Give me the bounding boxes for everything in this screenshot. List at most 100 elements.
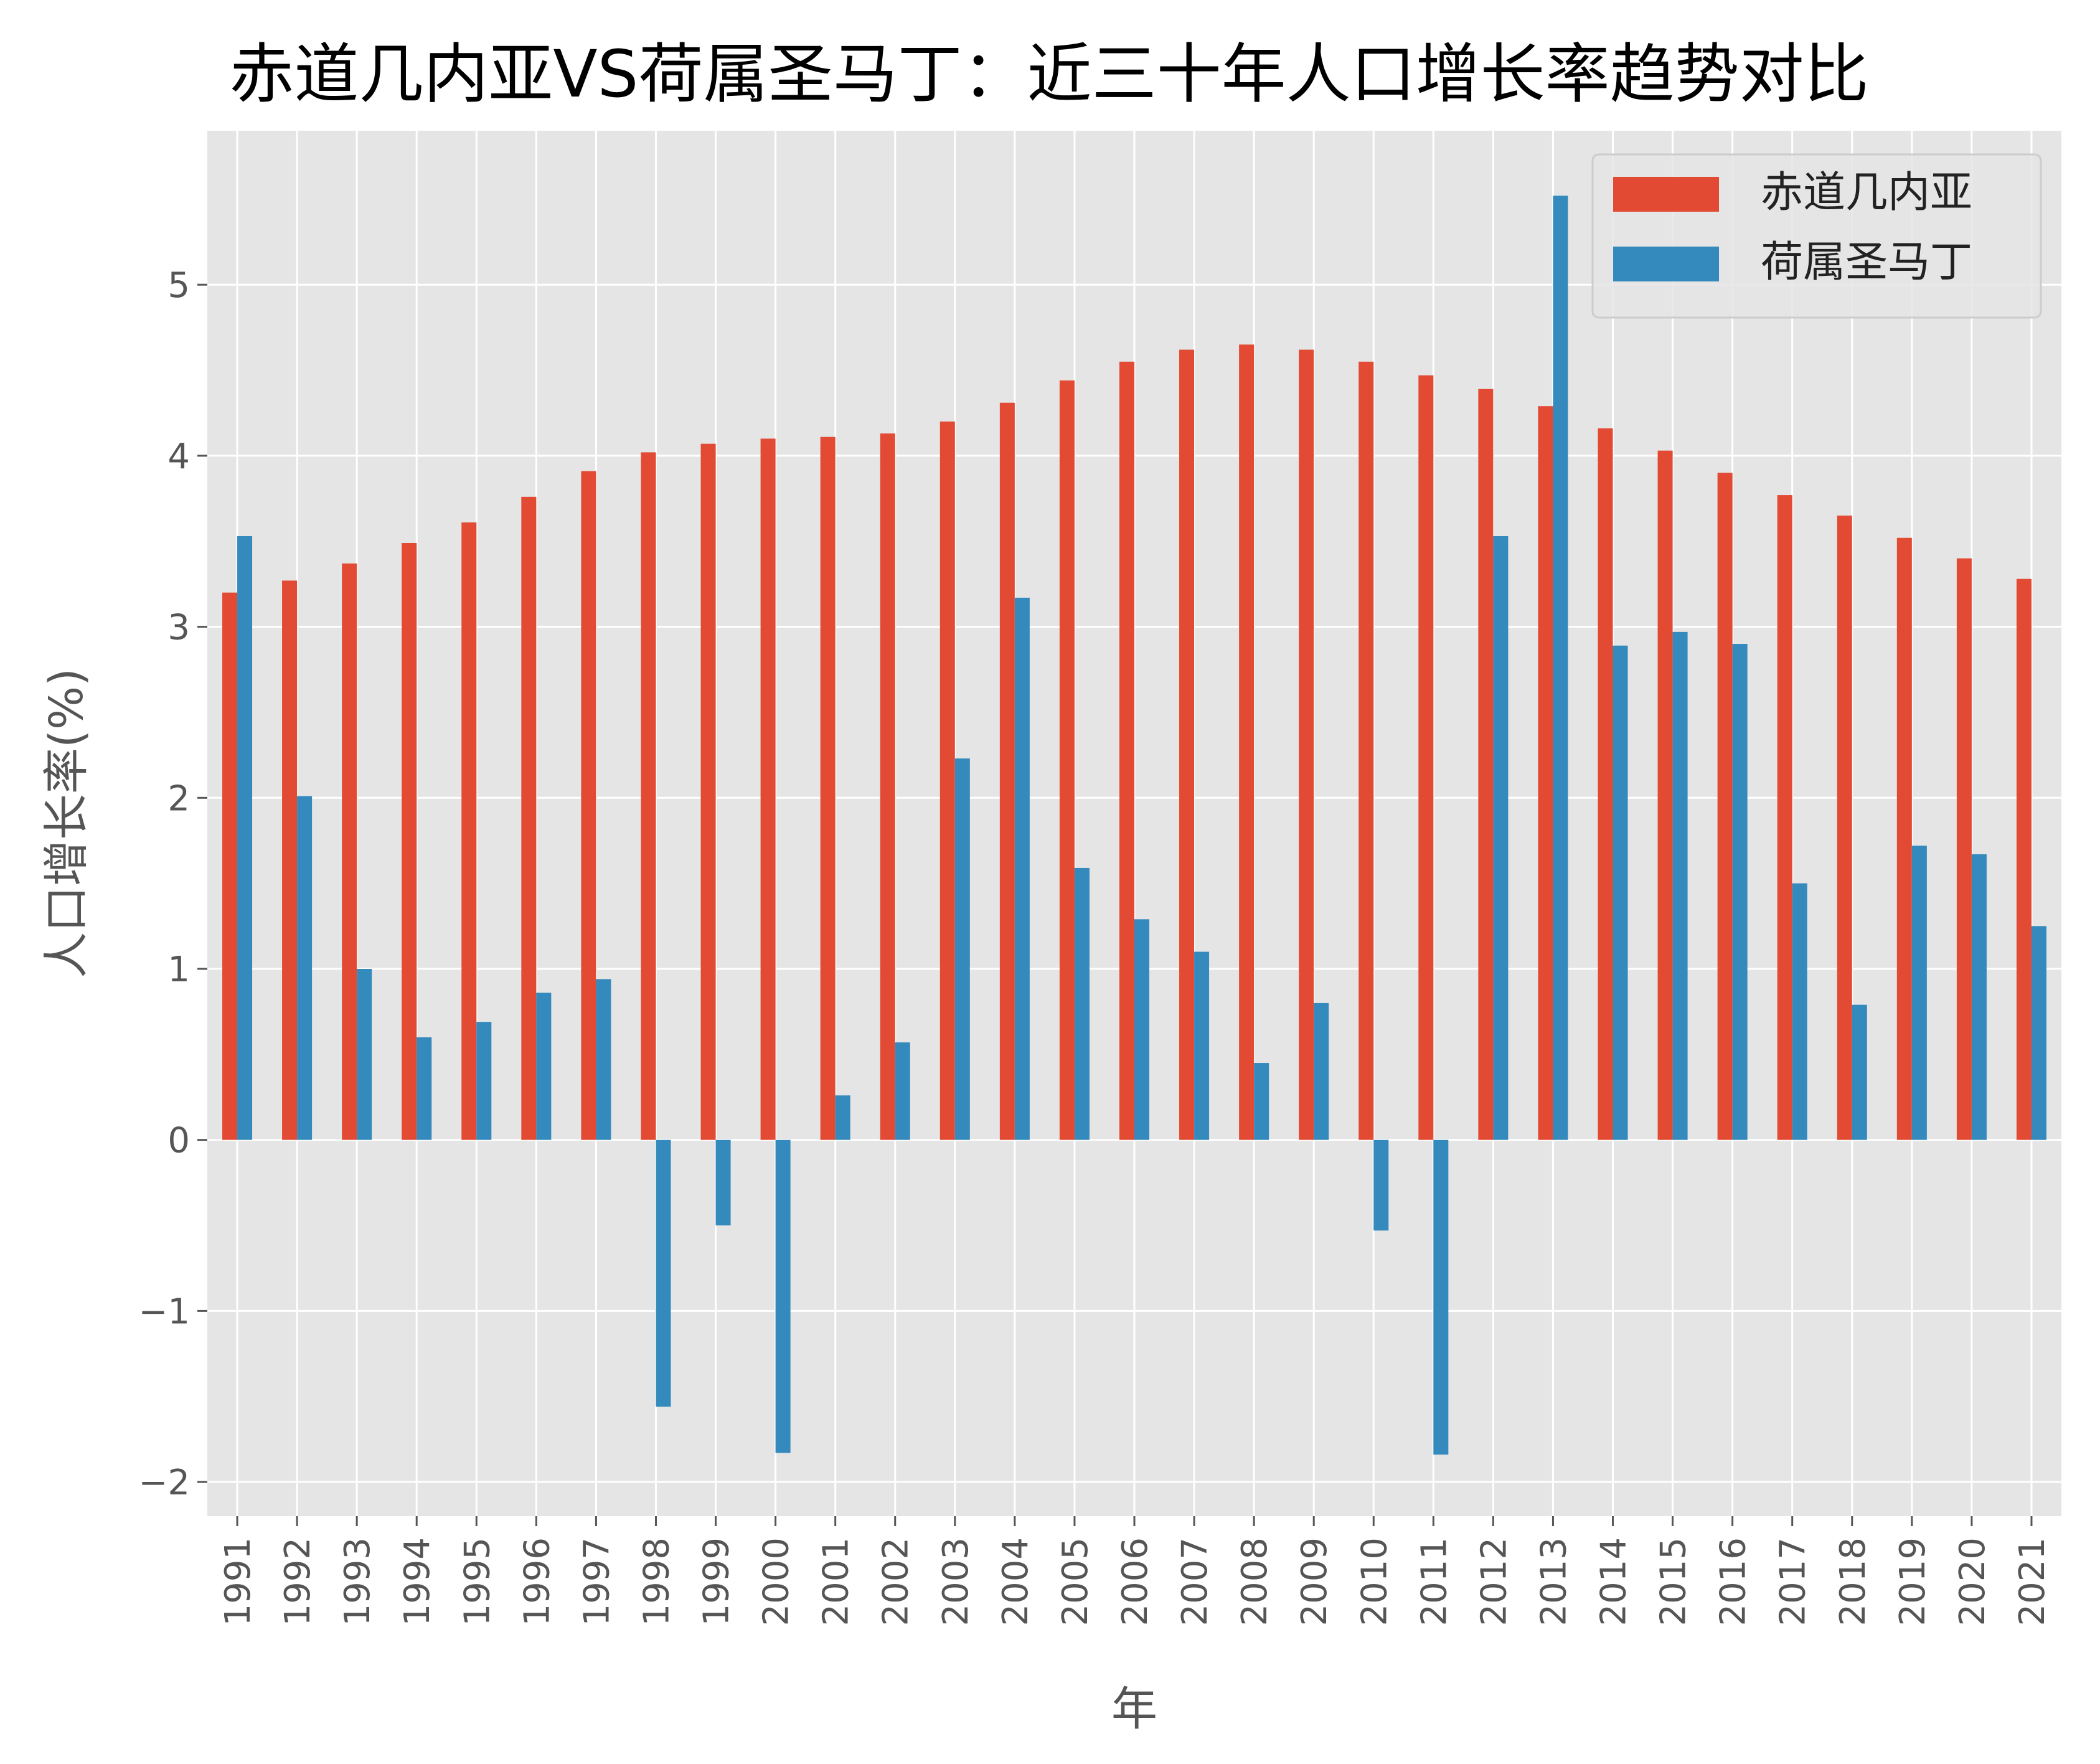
bar-series1-2018 — [1837, 516, 1852, 1140]
bar-series2-2016 — [1732, 644, 1748, 1140]
legend-label-2: 荷属圣马丁 — [1761, 238, 1972, 287]
x-tick-label: 1998 — [636, 1537, 677, 1626]
bar-series2-1993 — [357, 968, 372, 1140]
bar-series1-2017 — [1777, 495, 1792, 1140]
y-tick-label: 0 — [167, 1121, 190, 1161]
bar-series2-2009 — [1314, 1002, 1329, 1140]
bar-series1-2011 — [1418, 375, 1434, 1140]
x-tick-label: 2005 — [1055, 1537, 1096, 1626]
x-tick-label: 2019 — [1893, 1537, 1933, 1626]
bar-series2-1994 — [417, 1037, 432, 1140]
bar-series2-2011 — [1433, 1139, 1449, 1455]
x-tick-label: 2013 — [1533, 1537, 1574, 1626]
bar-series2-2006 — [1134, 919, 1150, 1140]
x-tick-label: 2002 — [876, 1537, 916, 1626]
y-tick-label: −1 — [138, 1291, 190, 1332]
y-tick-label: 2 — [167, 778, 190, 819]
x-tick-label: 1992 — [278, 1537, 318, 1626]
x-tick-label: 2016 — [1713, 1537, 1754, 1626]
x-tick-label: 2021 — [2012, 1537, 2053, 1626]
y-tick-label: 3 — [167, 608, 190, 648]
bar-series2-2017 — [1792, 883, 1807, 1140]
chart-title: 赤道几内亚VS荷属圣马丁：近三十年人口增长率趋势对比 — [229, 36, 1868, 112]
bar-series2-2019 — [1911, 846, 1927, 1140]
bar-series2-2014 — [1613, 645, 1628, 1140]
x-tick-label: 2017 — [1773, 1537, 1814, 1626]
x-tick-label: 1996 — [517, 1537, 557, 1626]
x-tick-label: 2010 — [1354, 1537, 1395, 1626]
bar-series2-2020 — [1971, 854, 1987, 1140]
bar-series2-2000 — [775, 1139, 791, 1453]
x-tick-label: 2000 — [756, 1537, 797, 1626]
x-tick-label: 2020 — [1952, 1537, 1993, 1626]
bar-series2-2004 — [1014, 597, 1030, 1140]
bar-series1-2001 — [820, 436, 836, 1140]
bar-series2-2008 — [1254, 1063, 1269, 1140]
x-tick-label: 2006 — [1115, 1537, 1156, 1626]
bar-series1-2010 — [1358, 361, 1374, 1140]
bar-series2-2021 — [2031, 926, 2046, 1140]
x-tick-label: 2014 — [1594, 1537, 1634, 1626]
bar-series1-2000 — [760, 438, 776, 1140]
x-tick-label: 2001 — [816, 1537, 857, 1626]
x-tick-label: 2015 — [1654, 1537, 1694, 1626]
bar-series1-1993 — [342, 563, 357, 1140]
bar-series1-2002 — [880, 433, 895, 1140]
x-tick-label: 1994 — [397, 1537, 438, 1626]
bar-series2-2018 — [1852, 1004, 1867, 1140]
y-tick-label: −2 — [138, 1463, 190, 1503]
bar-series2-2003 — [954, 758, 970, 1140]
bar-series1-2019 — [1896, 537, 1912, 1140]
bar-series1-1999 — [700, 443, 716, 1140]
x-tick-label: 1997 — [577, 1537, 617, 1626]
x-tick-label: 2011 — [1414, 1537, 1454, 1626]
bar-series1-2014 — [1598, 428, 1613, 1140]
bars — [222, 196, 2046, 1455]
bar-series1-2012 — [1478, 389, 1494, 1140]
bar-series1-1992 — [282, 580, 298, 1140]
y-tick-label: 1 — [167, 950, 190, 990]
bar-series1-1991 — [222, 592, 238, 1140]
bar-series2-1997 — [596, 979, 611, 1140]
x-tick-label: 2003 — [936, 1537, 976, 1626]
legend-swatch-2 — [1613, 247, 1719, 281]
bar-series1-1998 — [641, 452, 656, 1140]
x-tick-label: 1999 — [697, 1537, 737, 1626]
bar-series2-2007 — [1194, 951, 1210, 1140]
bar-series2-1991 — [237, 536, 253, 1140]
x-tick-label: 1993 — [337, 1537, 378, 1626]
bar-series1-1994 — [402, 543, 417, 1140]
bar-series1-2015 — [1657, 450, 1673, 1140]
x-tick-label: 2007 — [1175, 1537, 1215, 1626]
x-axis: 1991 1992 1993 1994 1995 1996 1997 1998 1999 2000… — [218, 1516, 2053, 1626]
x-tick-label: 1995 — [457, 1537, 497, 1626]
bar-series2-1995 — [476, 1022, 492, 1140]
legend-label-1: 赤道几内亚 — [1761, 168, 1972, 217]
y-tick-label: 5 — [167, 265, 190, 306]
bar-series2-2013 — [1553, 196, 1568, 1140]
x-tick-label: 2004 — [996, 1537, 1036, 1626]
bar-series1-1997 — [581, 471, 596, 1140]
bar-series2-2010 — [1373, 1139, 1389, 1231]
bar-series1-1996 — [521, 496, 537, 1140]
x-tick-label: 1991 — [218, 1537, 258, 1626]
bar-series1-2016 — [1717, 473, 1733, 1140]
bar-series2-1996 — [536, 993, 552, 1140]
y-axis: −2 −1 0 1 2 3 4 5 — [138, 265, 207, 1503]
x-axis-label: 年 — [1111, 1682, 1157, 1736]
bar-series2-2002 — [895, 1042, 910, 1140]
bar-series1-2007 — [1179, 349, 1195, 1140]
bar-series2-1998 — [656, 1139, 671, 1407]
bar-series2-1999 — [715, 1139, 731, 1226]
bar-series1-2004 — [999, 402, 1015, 1140]
bar-series1-2005 — [1059, 380, 1075, 1140]
bar-series1-1995 — [461, 522, 477, 1140]
bar-series1-2013 — [1538, 406, 1553, 1140]
bar-series1-2006 — [1119, 361, 1134, 1140]
bar-series2-2001 — [835, 1095, 850, 1140]
x-tick-label: 2018 — [1833, 1537, 1873, 1626]
bar-series1-2008 — [1239, 344, 1255, 1140]
